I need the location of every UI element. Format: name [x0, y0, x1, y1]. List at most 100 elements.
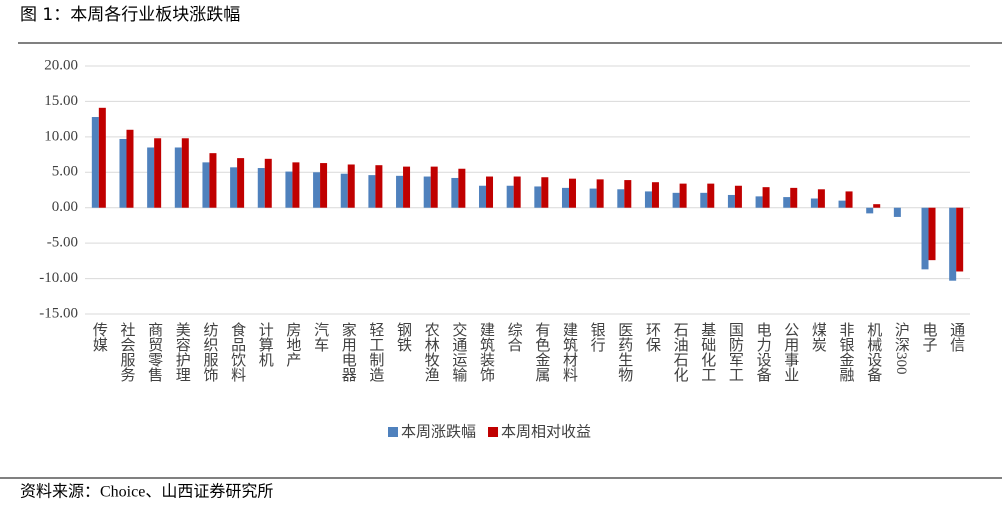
x-tick-label: 房地产: [284, 322, 301, 367]
x-tick-label: 环保: [644, 322, 661, 352]
bar: [375, 165, 383, 208]
x-tick-label: 交通运输: [450, 321, 467, 382]
bar: [679, 183, 687, 208]
bar: [707, 183, 715, 208]
bar: [320, 163, 328, 208]
legend-label: 本周相对收益: [501, 423, 591, 440]
bar: [285, 171, 293, 208]
bar: [596, 179, 604, 208]
bar: [783, 197, 791, 208]
x-tick-label: 综合: [506, 322, 523, 352]
bar: [403, 166, 411, 208]
bar: [423, 176, 431, 208]
bar: [893, 207, 901, 217]
legend-swatch: [488, 427, 499, 437]
bar: [700, 192, 708, 208]
x-tick-label: 电力设备: [755, 322, 772, 382]
x-tick-label: 机械设备: [865, 322, 882, 382]
x-tick-label: 有色金属: [533, 322, 550, 382]
bar: [734, 185, 742, 208]
x-tick-label: 传媒: [91, 322, 108, 352]
bar: [396, 175, 404, 208]
bar: [479, 185, 487, 208]
x-tick-label: 轻工制造: [367, 322, 384, 383]
y-tick-label: 5.00: [52, 164, 78, 180]
bar: [458, 168, 466, 208]
bar: [624, 180, 632, 208]
x-tick-label: 国防军工: [727, 322, 744, 382]
bar: [513, 176, 521, 208]
x-tick-label: 石油石化: [672, 322, 689, 382]
x-tick-label: 电子: [921, 322, 938, 352]
bar: [838, 200, 846, 208]
bar: [264, 158, 272, 208]
bar: [866, 207, 874, 214]
x-tick-label: 美容护理: [174, 322, 191, 382]
bar: [340, 173, 348, 208]
bar: [202, 162, 210, 208]
x-tick-label: 煤炭: [810, 322, 827, 352]
bar: [672, 192, 680, 208]
source-note: 资料来源：Choice、山西证券研究所: [20, 483, 273, 501]
bar: [486, 176, 494, 208]
x-tick-label: 通信: [948, 322, 965, 352]
x-tick-label: 建筑材料: [561, 322, 578, 382]
y-tick-label: 20.00: [44, 57, 78, 73]
y-tick-label: -10.00: [39, 270, 78, 286]
x-tick-label: 医药生物: [616, 322, 633, 383]
bar: [534, 186, 542, 208]
x-tick-label: 商贸零售: [146, 322, 163, 382]
x-tick-label: 食品饮料: [229, 322, 246, 382]
bar: [541, 177, 549, 208]
bar: [347, 164, 355, 208]
x-tick-label: 计算机: [257, 322, 274, 368]
y-tick-label: -5.00: [47, 235, 78, 251]
bar: [617, 189, 625, 208]
legend-swatch: [388, 427, 398, 437]
bar: [451, 177, 459, 208]
x-tick-label: 社会服务: [118, 322, 135, 383]
chart-title: 图 1：本周各行业板块涨跌幅: [20, 5, 240, 25]
bar: [755, 196, 763, 208]
x-tick-label: 农林牧渔: [423, 322, 440, 382]
bar: [762, 187, 770, 208]
bar: [368, 175, 376, 208]
bar: [313, 172, 321, 208]
bar: [845, 191, 853, 208]
bar: [589, 188, 597, 208]
x-tick-label: 基础化工: [699, 322, 716, 382]
bar: [561, 187, 569, 208]
bar: [147, 147, 155, 208]
x-tick-label: 纺织服饰: [201, 322, 218, 382]
legend-label: 本周涨跌幅: [401, 423, 476, 440]
bar: [126, 129, 134, 208]
bar: [928, 207, 936, 261]
bar: [817, 189, 825, 208]
x-tick-label: 家用电器: [340, 322, 357, 382]
bar: [119, 138, 127, 208]
bar: [921, 207, 929, 270]
x-tick-label: 汽车: [312, 322, 329, 352]
bar: [257, 168, 265, 208]
x-tick-label: 建筑装饰: [478, 322, 495, 382]
bar: [568, 178, 576, 208]
bar: [790, 187, 798, 208]
y-tick-label: -15.00: [39, 305, 78, 321]
x-tick-label: 银行: [589, 322, 606, 353]
x-tick-label: 非银金融: [838, 322, 855, 382]
bar: [727, 194, 735, 208]
bar: [237, 158, 245, 208]
bar: [174, 147, 182, 208]
bar: [651, 182, 659, 208]
bar: [98, 107, 106, 208]
bar: [154, 138, 162, 208]
bar: [956, 207, 964, 272]
bar: [292, 162, 300, 208]
y-tick-label: 15.00: [44, 93, 78, 109]
bar: [506, 185, 514, 208]
bar: [430, 166, 438, 208]
y-tick-label: 0.00: [52, 199, 78, 215]
x-tick-label: 钢铁: [395, 322, 412, 352]
x-tick-label: 沪深300: [893, 322, 910, 375]
